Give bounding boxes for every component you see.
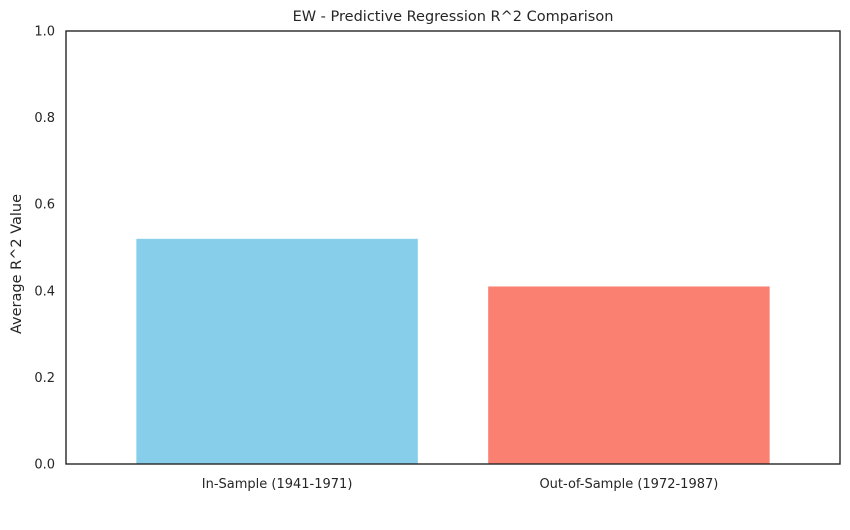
bar-out-of-sample (488, 286, 769, 464)
x-axis-ticks: In-Sample (1941-1971) Out-of-Sample (1972… (202, 477, 719, 492)
y-tick-label: 0.0 (34, 458, 55, 473)
bar-in-sample (136, 239, 417, 464)
y-tick-label: 0.6 (34, 198, 55, 213)
y-tick-label: 0.2 (34, 371, 55, 386)
x-tick-label: In-Sample (1941-1971) (202, 477, 353, 492)
bars-group (136, 239, 769, 464)
y-tick-label: 0.8 (34, 111, 55, 126)
y-tick-label: 0.4 (34, 284, 55, 299)
chart-title: EW - Predictive Regression R^2 Compariso… (293, 9, 614, 25)
y-axis-label: Average R^2 Value (9, 194, 25, 334)
y-tick-label: 1.0 (34, 25, 55, 40)
y-axis-ticks: 0.0 0.2 0.4 0.6 0.8 1.0 (34, 25, 55, 473)
x-tick-label: Out-of-Sample (1972-1987) (539, 477, 718, 492)
